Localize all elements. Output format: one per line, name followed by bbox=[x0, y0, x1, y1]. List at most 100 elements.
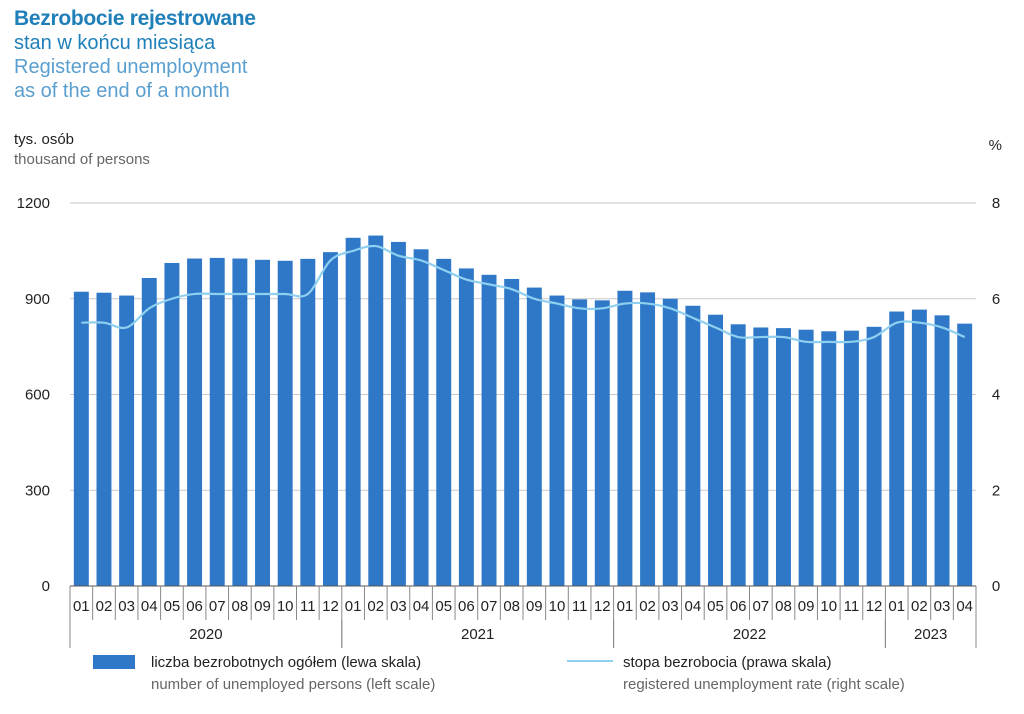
chart-subtitle-en: as of the end of a month bbox=[14, 80, 230, 103]
month-tick-label: 01 bbox=[888, 598, 905, 615]
bar bbox=[798, 329, 814, 586]
month-tick-label: 09 bbox=[526, 598, 543, 615]
left-axis-unit: tys. osób thousand of persons bbox=[14, 130, 150, 169]
bar bbox=[753, 327, 769, 586]
bar bbox=[436, 258, 452, 586]
right-axis-tick-label: 6 bbox=[992, 291, 1000, 308]
bar bbox=[957, 323, 973, 586]
month-tick-label: 08 bbox=[503, 598, 520, 615]
bar bbox=[232, 258, 248, 586]
month-tick-label: 12 bbox=[594, 598, 611, 615]
bar bbox=[662, 298, 678, 586]
year-label: 2020 bbox=[189, 626, 222, 643]
bar bbox=[730, 324, 746, 586]
month-tick-label: 04 bbox=[956, 598, 973, 615]
month-tick-label: 10 bbox=[277, 598, 294, 615]
bar bbox=[277, 260, 293, 586]
bar bbox=[96, 292, 112, 586]
legend-bar-label-pl: liczba bezrobotnych ogółem (lewa skala) bbox=[151, 654, 422, 671]
left-axis-unit-en: thousand of persons bbox=[14, 150, 150, 168]
bar bbox=[300, 258, 316, 586]
bar bbox=[141, 278, 157, 586]
month-tick-label: 03 bbox=[118, 598, 135, 615]
bar bbox=[821, 331, 837, 586]
bar bbox=[843, 330, 859, 586]
bar bbox=[526, 287, 542, 586]
month-tick-label: 03 bbox=[662, 598, 679, 615]
month-tick-label: 08 bbox=[232, 598, 249, 615]
bar bbox=[504, 278, 520, 586]
month-tick-label: 04 bbox=[685, 598, 702, 615]
bar bbox=[119, 295, 135, 586]
month-tick-label: 06 bbox=[458, 598, 475, 615]
month-tick-label: 06 bbox=[186, 598, 203, 615]
bar bbox=[640, 292, 656, 586]
month-tick-label: 09 bbox=[798, 598, 815, 615]
year-label: 2023 bbox=[914, 626, 947, 643]
left-axis-tick-label: 1200 bbox=[17, 195, 50, 212]
bar bbox=[889, 311, 905, 586]
bar bbox=[481, 274, 497, 586]
title-block: Bezrobocie rejestrowane stan w końcu mie… bbox=[14, 6, 256, 103]
month-tick-label: 11 bbox=[300, 598, 316, 615]
month-tick-label: 04 bbox=[413, 598, 430, 615]
month-tick-label: 12 bbox=[322, 598, 339, 615]
month-tick-label: 08 bbox=[775, 598, 792, 615]
year-label: 2021 bbox=[461, 626, 494, 643]
chart-title-pl: Bezrobocie rejestrowane bbox=[14, 7, 256, 30]
left-axis-tick-label: 300 bbox=[25, 482, 50, 499]
left-axis-tick-label: 600 bbox=[25, 387, 50, 404]
left-axis-tick-label: 900 bbox=[25, 291, 50, 308]
bar bbox=[255, 259, 270, 586]
bar bbox=[572, 299, 588, 586]
bar bbox=[458, 268, 474, 586]
month-tick-label: 02 bbox=[367, 598, 384, 615]
bar bbox=[549, 295, 565, 586]
month-tick-label: 12 bbox=[866, 598, 883, 615]
right-axis-tick-label: 4 bbox=[992, 387, 1000, 404]
month-tick-label: 05 bbox=[164, 598, 181, 615]
legend-line-entry: stopa bezrobocia (prawa skala) registere… bbox=[623, 652, 905, 696]
right-axis-unit: % bbox=[988, 137, 1002, 154]
month-tick-label: 03 bbox=[934, 598, 951, 615]
legend-line-label-pl: stopa bezrobocia (prawa skala) bbox=[623, 654, 832, 671]
month-tick-label: 03 bbox=[390, 598, 407, 615]
month-tick-label: 02 bbox=[911, 598, 928, 615]
bar bbox=[368, 235, 384, 586]
bar bbox=[323, 252, 338, 586]
right-axis-tick-label: 8 bbox=[992, 195, 1000, 212]
month-tick-label: 10 bbox=[820, 598, 837, 615]
month-tick-label: 07 bbox=[209, 598, 226, 615]
bar bbox=[934, 315, 950, 586]
month-tick-label: 11 bbox=[572, 598, 588, 615]
month-tick-label: 01 bbox=[73, 598, 90, 615]
month-tick-label: 06 bbox=[730, 598, 747, 615]
chart-title-en: Registered unemployment bbox=[14, 56, 248, 79]
bar bbox=[187, 258, 203, 586]
bar bbox=[866, 326, 882, 586]
month-tick-label: 05 bbox=[435, 598, 452, 615]
legend-line-label-en: registered unemployment rate (right scal… bbox=[623, 675, 905, 693]
month-tick-label: 02 bbox=[96, 598, 113, 615]
bar bbox=[73, 291, 89, 586]
bar bbox=[685, 305, 701, 586]
bar bbox=[164, 263, 180, 586]
bar bbox=[617, 290, 633, 586]
legend-bar-entry: liczba bezrobotnych ogółem (lewa skala) … bbox=[151, 652, 435, 696]
bar bbox=[390, 241, 406, 586]
legend-line-swatch bbox=[567, 660, 613, 662]
right-axis-tick-label: 0 bbox=[992, 578, 1000, 595]
bar bbox=[345, 237, 361, 586]
month-tick-label: 05 bbox=[707, 598, 724, 615]
bar bbox=[911, 309, 927, 586]
month-tick-label: 10 bbox=[549, 598, 566, 615]
month-tick-label: 09 bbox=[254, 598, 271, 615]
month-tick-label: 07 bbox=[752, 598, 769, 615]
rate-series-line bbox=[81, 244, 966, 344]
bar bbox=[708, 314, 723, 586]
month-tick-label: 11 bbox=[844, 598, 860, 615]
year-label: 2022 bbox=[733, 626, 766, 643]
left-axis-unit-pl: tys. osób bbox=[14, 131, 75, 148]
left-axis-tick-label: 0 bbox=[42, 578, 50, 595]
